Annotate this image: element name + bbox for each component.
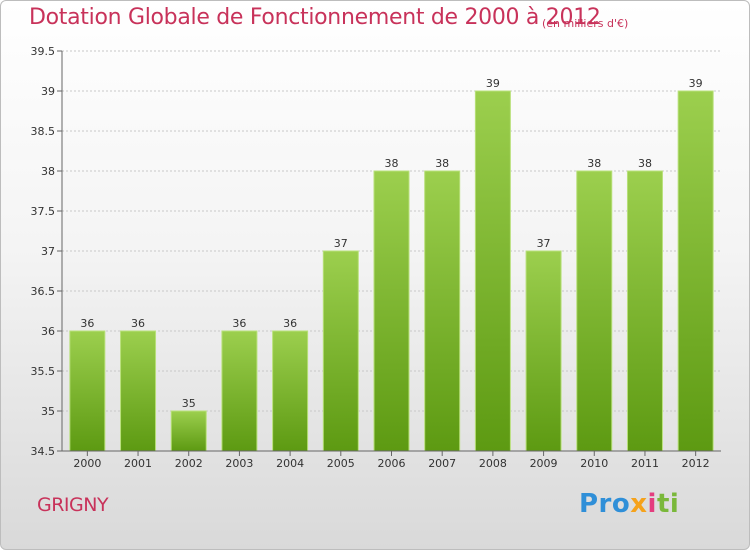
logo-part: Pro — [579, 489, 631, 519]
y-tick-label: 35.5 — [31, 365, 56, 378]
bar — [373, 170, 410, 452]
axes: 34.5 35 35.5 36 36.5 37 37.5 38 38.5 39 39.5 2000 20… — [31, 45, 721, 470]
data-label: 35 — [182, 397, 196, 410]
x-tick-label: 2012 — [682, 457, 710, 470]
data-label: 38 — [638, 157, 652, 170]
bar — [525, 250, 562, 452]
bar — [474, 90, 511, 452]
data-label: 38 — [385, 157, 399, 170]
commune-name: GRIGNY — [37, 494, 109, 516]
chart-title: Dotation Globale de Fonctionnement de 20… — [29, 5, 601, 30]
bars — [69, 90, 714, 452]
y-tick-label: 38 — [41, 165, 55, 178]
x-tick-label: 2006 — [378, 457, 406, 470]
data-label: 38 — [587, 157, 601, 170]
data-label: 36 — [232, 317, 246, 330]
logo-part: i — [647, 489, 657, 519]
bar — [424, 170, 461, 452]
x-tick-label: 2001 — [124, 457, 152, 470]
bar — [272, 330, 309, 452]
x-tick-label: 2000 — [73, 457, 101, 470]
data-label: 36 — [283, 317, 297, 330]
y-tick-label: 39 — [41, 85, 55, 98]
data-label: 36 — [80, 317, 94, 330]
proxiti-logo: Proxiti — [579, 489, 679, 519]
bar — [677, 90, 714, 452]
data-label: 37 — [334, 237, 348, 250]
x-tick-label: 2002 — [175, 457, 203, 470]
x-tick-label: 2004 — [276, 457, 304, 470]
x-tick-label: 2003 — [225, 457, 253, 470]
x-tick-label: 2010 — [580, 457, 608, 470]
bar — [170, 410, 207, 452]
data-label: 39 — [689, 77, 703, 90]
y-tick-label: 36.5 — [31, 285, 56, 298]
bar — [576, 170, 613, 452]
y-tick-label: 36 — [41, 325, 55, 338]
data-labels: 36 36 35 36 36 37 38 38 39 37 38 38 39 — [80, 77, 702, 410]
logo-part: ti — [656, 489, 680, 519]
x-tick-label: 2008 — [479, 457, 507, 470]
x-tick-label: 2011 — [631, 457, 659, 470]
x-tick-label: 2007 — [428, 457, 456, 470]
y-tick-label: 37.5 — [31, 205, 56, 218]
logo-part: x — [630, 489, 648, 519]
bar — [69, 330, 106, 452]
bar — [322, 250, 359, 452]
x-tick-label: 2009 — [530, 457, 558, 470]
data-label: 39 — [486, 77, 500, 90]
data-label: 36 — [131, 317, 145, 330]
bar — [221, 330, 258, 452]
data-label: 37 — [537, 237, 551, 250]
chart-subtitle: (en milliers d'€) — [542, 17, 629, 30]
x-tick-label: 2005 — [327, 457, 355, 470]
bar — [120, 330, 157, 452]
y-tick-label: 34.5 — [31, 445, 56, 458]
y-tick-label: 38.5 — [31, 125, 56, 138]
y-tick-label: 37 — [41, 245, 55, 258]
bar — [626, 170, 663, 452]
y-tick-label: 35 — [41, 405, 55, 418]
y-tick-label: 39.5 — [31, 45, 56, 58]
data-label: 38 — [435, 157, 449, 170]
